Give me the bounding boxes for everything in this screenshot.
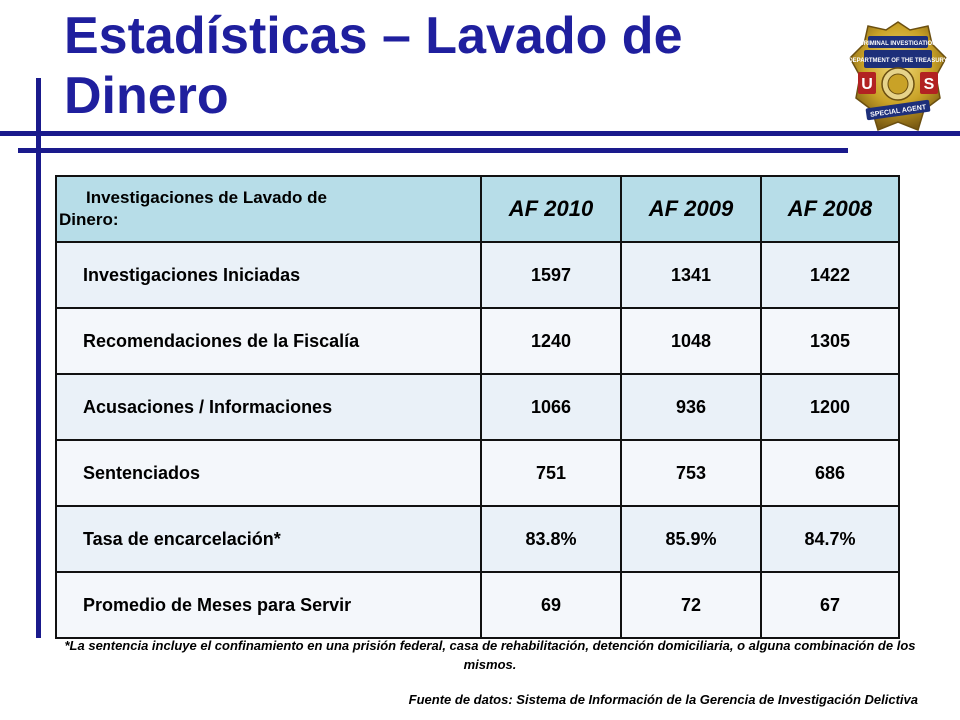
- row-value: 1240: [480, 307, 622, 375]
- table-row: Sentenciados 751 753 686: [55, 439, 900, 507]
- horizontal-accent-bar-top: [0, 131, 960, 136]
- row-value: 84.7%: [760, 505, 900, 573]
- data-source-note: Fuente de datos: Sistema de Información …: [408, 692, 918, 707]
- row-label: Promedio de Meses para Servir: [55, 571, 482, 639]
- header-label-line1: Investigaciones de Lavado de: [86, 188, 327, 207]
- row-value: 69: [480, 571, 622, 639]
- money-laundering-stats-table: Investigaciones de Lavado de Dinero: AF …: [55, 175, 900, 639]
- table-header-row: Investigaciones de Lavado de Dinero: AF …: [55, 175, 900, 243]
- row-value: 1305: [760, 307, 900, 375]
- row-label: Acusaciones / Informaciones: [55, 373, 482, 441]
- table-row: Tasa de encarcelación* 83.8% 85.9% 84.7%: [55, 505, 900, 573]
- row-value: 753: [620, 439, 762, 507]
- treasury-badge-logo: CRIMINAL INVESTIGATION DEPARTMENT OF THE…: [848, 21, 948, 132]
- header-label-line2: Dinero:: [59, 210, 119, 229]
- badge-left-letter: U: [861, 76, 873, 93]
- row-label: Investigaciones Iniciadas: [55, 241, 482, 309]
- row-value: 1422: [760, 241, 900, 309]
- badge-dept-text: DEPARTMENT OF THE TREASURY: [848, 58, 947, 64]
- header-year-2009: AF 2009: [620, 175, 762, 243]
- badge-right-letter: S: [924, 76, 935, 93]
- row-label: Recomendaciones de la Fiscalía: [55, 307, 482, 375]
- vertical-accent-bar: [36, 78, 41, 638]
- table-row: Investigaciones Iniciadas 1597 1341 1422: [55, 241, 900, 309]
- row-value: 1066: [480, 373, 622, 441]
- table-row: Recomendaciones de la Fiscalía 1240 1048…: [55, 307, 900, 375]
- row-value: 1341: [620, 241, 762, 309]
- header-year-2008: AF 2008: [760, 175, 900, 243]
- row-value: 936: [620, 373, 762, 441]
- row-label: Tasa de encarcelación*: [55, 505, 482, 573]
- row-value: 1597: [480, 241, 622, 309]
- header-label-cell: Investigaciones de Lavado de Dinero:: [55, 175, 482, 243]
- table-row: Acusaciones / Informaciones 1066 936 120…: [55, 373, 900, 441]
- row-value: 1200: [760, 373, 900, 441]
- header-year-2010: AF 2010: [480, 175, 622, 243]
- row-label: Sentenciados: [55, 439, 482, 507]
- row-value: 72: [620, 571, 762, 639]
- row-value: 686: [760, 439, 900, 507]
- row-value: 1048: [620, 307, 762, 375]
- row-value: 83.8%: [480, 505, 622, 573]
- row-value: 67: [760, 571, 900, 639]
- horizontal-accent-bar-bottom: [18, 148, 848, 153]
- table-row: Promedio de Meses para Servir 69 72 67: [55, 571, 900, 639]
- row-value: 751: [480, 439, 622, 507]
- slide-title: Estadísticas – Lavado de Dinero: [64, 7, 683, 125]
- badge-top-text: CRIMINAL INVESTIGATION: [859, 41, 936, 47]
- row-value: 85.9%: [620, 505, 762, 573]
- footnote: *La sentencia incluye el confinamiento e…: [64, 638, 916, 672]
